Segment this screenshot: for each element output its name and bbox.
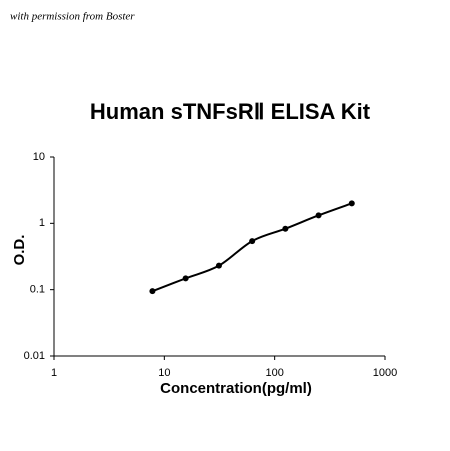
x-tick-label: 1000 xyxy=(373,367,397,379)
x-tick-label: 1 xyxy=(51,367,57,379)
x-tick-label: 100 xyxy=(265,367,283,379)
data-point xyxy=(182,275,189,282)
permission-note: with permission from Boster xyxy=(10,11,135,23)
x-tick-label: 10 xyxy=(158,367,170,379)
data-point xyxy=(215,262,222,269)
data-point xyxy=(149,288,156,295)
y-tick-label: 1 xyxy=(39,217,45,229)
x-axis-title: Concentration(pg/ml) xyxy=(160,380,312,397)
y-tick-label: 10 xyxy=(33,151,45,163)
fit-curve xyxy=(152,202,353,293)
data-point xyxy=(315,212,322,219)
y-axis-title: O.D. xyxy=(11,235,28,266)
data-point xyxy=(249,238,256,245)
chart-title: Human sTNFsRⅡ ELISA Kit xyxy=(90,99,371,124)
y-tick-label: 0.01 xyxy=(24,350,45,362)
data-point xyxy=(282,225,289,232)
data-point xyxy=(348,200,355,207)
y-tick-label: 0.1 xyxy=(30,284,45,296)
